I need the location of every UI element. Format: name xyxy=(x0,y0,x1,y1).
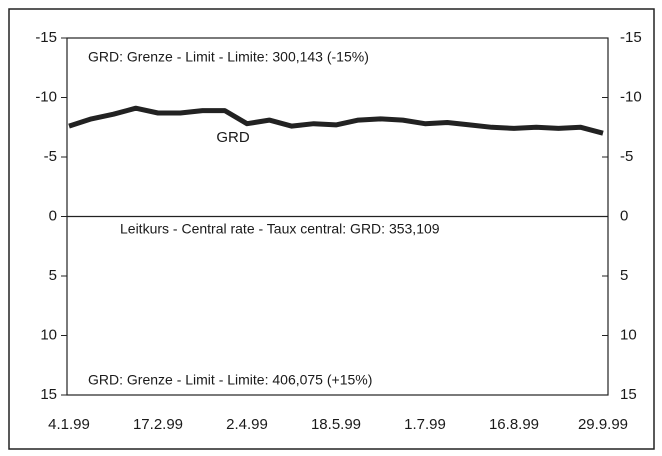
y2-tick-label: 0 xyxy=(620,207,628,224)
y-tick-label: 0 xyxy=(49,207,57,224)
x-tick-label: 29.9.99 xyxy=(578,416,628,433)
x-tick-label: 17.2.99 xyxy=(133,416,183,433)
y-tick-label: 15 xyxy=(40,386,57,403)
frame xyxy=(8,8,655,450)
y2-tick-label: 10 xyxy=(620,326,637,343)
y-tick-label: -10 xyxy=(35,88,57,105)
x-tick-label: 4.1.99 xyxy=(48,416,90,433)
annotation: Leitkurs - Central rate - Taux central: … xyxy=(120,221,440,237)
y2-tick-label: -5 xyxy=(620,148,633,165)
annotation: GRD: Grenze - Limit - Limite: 300,143 (-… xyxy=(88,49,369,65)
x-tick-label: 1.7.99 xyxy=(404,416,446,433)
y2-tick-label: -15 xyxy=(620,29,642,46)
x-tick-label: 18.5.99 xyxy=(311,416,361,433)
y-tick-label: 10 xyxy=(40,326,57,343)
y-tick-label: -5 xyxy=(44,148,57,165)
y2-tick-label: 15 xyxy=(620,386,637,403)
annotation: GRD: Grenze - Limit - Limite: 406,075 (+… xyxy=(88,372,372,388)
series-label: GRD xyxy=(216,129,250,146)
y-tick-label: 5 xyxy=(49,267,57,284)
y2-tick-label: -10 xyxy=(620,88,642,105)
data-line xyxy=(68,105,604,136)
y2-tick-label: 5 xyxy=(620,267,628,284)
y-tick-label: -15 xyxy=(35,29,57,46)
x-tick-label: 16.8.99 xyxy=(489,416,539,433)
x-tick-label: 2.4.99 xyxy=(226,416,268,433)
